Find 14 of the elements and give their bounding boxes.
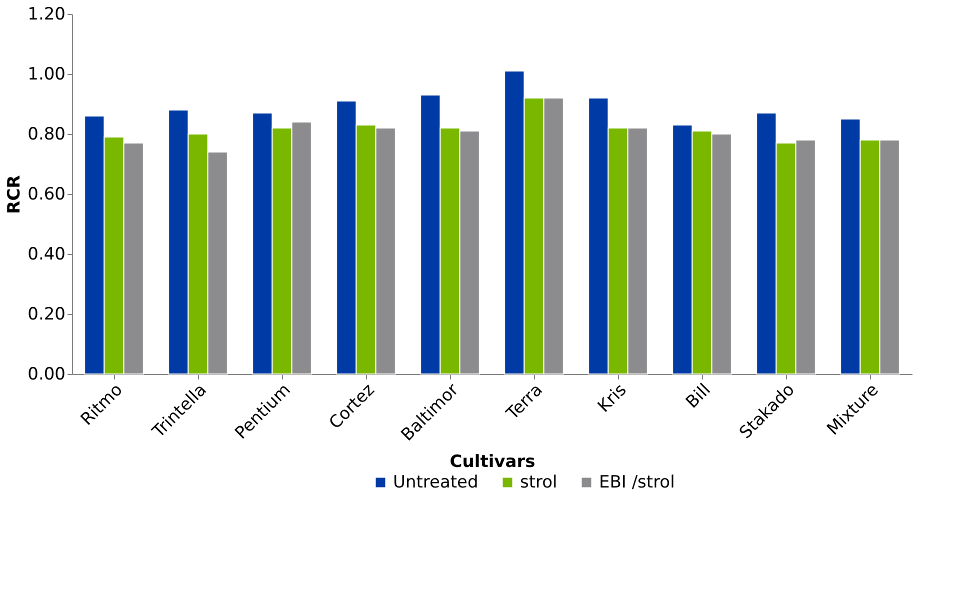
legend-label: Untreated [393, 472, 478, 493]
y-tick-label: 0.20 [28, 304, 66, 324]
x-tick-label: Bill [682, 380, 715, 412]
y-tick-label: 0.40 [28, 244, 66, 264]
y-axis-title: RCR [4, 175, 25, 214]
legend-label: strol [520, 472, 558, 493]
y-tick-label: 0.80 [28, 124, 66, 144]
y-tick-label: 0.60 [28, 184, 66, 204]
y-tick-label: 0.00 [28, 364, 66, 384]
x-tick-label: Kris [594, 380, 631, 417]
y-tick-label: 1.00 [28, 64, 66, 84]
legend-label: EBI /strol [599, 472, 675, 493]
x-axis-title: Cultivars [450, 452, 536, 472]
y-tick-label: 1.20 [28, 4, 66, 24]
